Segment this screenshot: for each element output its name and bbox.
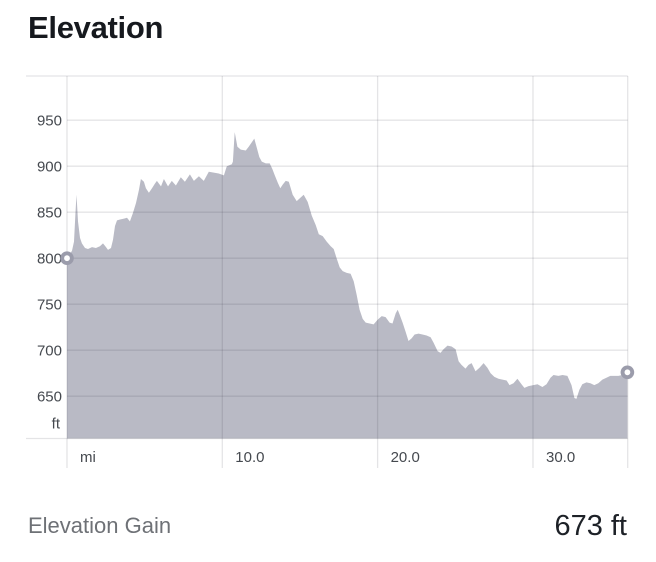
x-tick-label: 10.0 xyxy=(235,449,264,466)
x-tick-label: 30.0 xyxy=(546,449,575,466)
y-tick-label: 850 xyxy=(37,205,62,222)
elevation-chart[interactable]: 950 900 850 800 750 700 650 ft mi 10.0 20.0 30.0 xyxy=(0,0,656,480)
elevation-gain-value: 673 ft xyxy=(554,509,627,542)
y-tick-label: 700 xyxy=(37,343,62,360)
elevation-gain-label: Elevation Gain xyxy=(28,513,172,538)
chart-gridlines xyxy=(26,75,629,468)
y-tick-label: 900 xyxy=(37,159,62,176)
elevation-gain-row: Elevation Gain 673 ft xyxy=(28,503,627,549)
start-marker-center xyxy=(64,255,70,262)
page-title: Elevation xyxy=(28,10,164,45)
y-tick-label: 800 xyxy=(37,251,62,268)
x-tick-label: mi xyxy=(80,449,96,466)
end-marker-center xyxy=(624,369,631,376)
axis-labels: 950 900 850 800 750 700 650 ft mi 10.0 20.0 30.0 xyxy=(37,113,575,466)
end-marker xyxy=(620,365,635,380)
y-tick-label: 950 xyxy=(37,113,62,130)
elevation-area[interactable] xyxy=(67,132,628,439)
y-tick-label: 650 xyxy=(37,389,62,406)
y-axis-unit-label: ft xyxy=(52,416,61,433)
x-tick-label: 20.0 xyxy=(391,449,420,466)
y-tick-label: 750 xyxy=(37,297,62,314)
start-marker xyxy=(60,251,74,265)
